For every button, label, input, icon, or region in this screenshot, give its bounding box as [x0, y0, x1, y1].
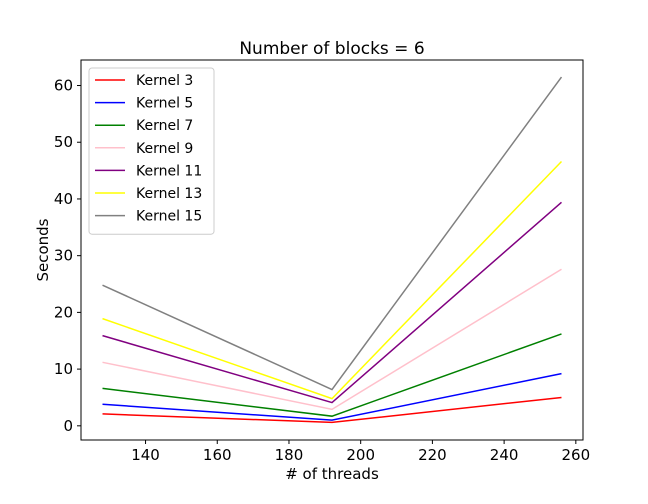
y-tick-label: 0	[63, 417, 73, 435]
legend-label: Kernel 3	[136, 73, 193, 89]
x-tick-label: 220	[418, 446, 447, 464]
x-tick-label: 240	[490, 446, 519, 464]
series-line	[102, 76, 563, 391]
x-axis-label: # of threads	[285, 465, 379, 483]
y-tick-label: 30	[54, 247, 73, 265]
series-line	[102, 160, 563, 400]
x-tick-label: 140	[131, 446, 160, 464]
legend-label: Kernel 13	[136, 186, 202, 202]
legend-label: Kernel 9	[136, 141, 193, 157]
series-line	[102, 372, 562, 421]
axis-ticks: 140 160 180 200 220 240 260 0 10 20 30 40 50 60	[54, 77, 590, 464]
series-line	[102, 268, 562, 411]
y-tick-label: 40	[54, 190, 73, 208]
y-tick-label: 20	[54, 303, 73, 321]
legend-label: Kernel 11	[136, 163, 202, 179]
legend: Kernel 3 Kernel 5 Kernel 7 Kernel 9 Kernel 1…	[88, 67, 215, 235]
y-tick-label: 60	[54, 77, 73, 95]
plot-frame	[80, 59, 584, 441]
series-line	[102, 396, 562, 424]
series-line	[102, 333, 562, 417]
x-tick-label: 160	[203, 446, 232, 464]
x-tick-label: 180	[275, 446, 304, 464]
legend-label: Kernel 7	[136, 118, 193, 134]
series-layer	[102, 76, 563, 424]
y-tick-label: 10	[54, 360, 73, 378]
y-tick-label: 50	[54, 133, 73, 151]
x-tick-label: 200	[346, 446, 375, 464]
chart-title: Number of blocks = 6	[239, 39, 424, 59]
series-line	[102, 201, 562, 404]
y-axis-label: Seconds	[34, 218, 52, 281]
x-tick-label: 260	[562, 446, 591, 464]
legend-label: Kernel 5	[136, 96, 193, 112]
legend-label: Kernel 15	[136, 209, 202, 225]
